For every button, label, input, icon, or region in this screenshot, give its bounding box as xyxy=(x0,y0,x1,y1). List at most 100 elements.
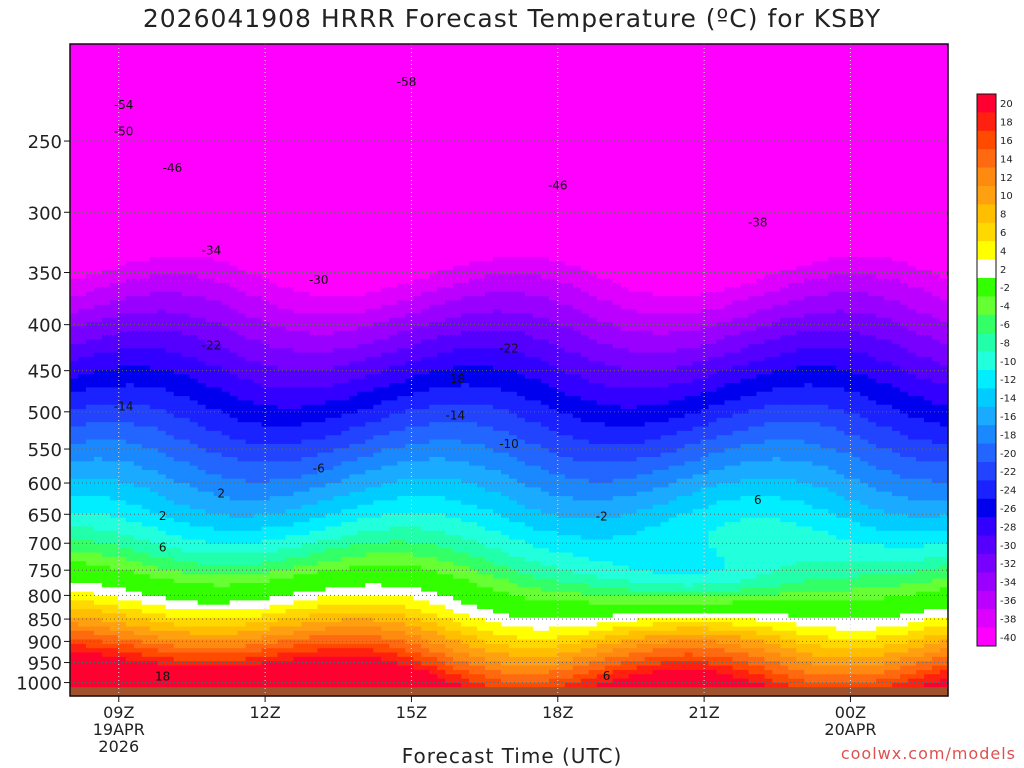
field-cell xyxy=(262,487,271,492)
field-cell xyxy=(293,114,302,119)
field-cell xyxy=(126,205,135,210)
field-cell xyxy=(286,587,295,592)
field-cell xyxy=(278,387,287,392)
field-cell xyxy=(286,422,295,427)
field-cell xyxy=(110,140,119,145)
field-cell xyxy=(110,79,119,84)
field-cell xyxy=(70,444,79,449)
field-cell xyxy=(198,200,207,205)
field-cell xyxy=(270,444,279,449)
field-cell xyxy=(278,605,287,610)
field-cell xyxy=(222,453,231,458)
field-cell xyxy=(150,114,159,119)
field-cell xyxy=(222,135,231,140)
field-cell xyxy=(182,313,191,318)
field-cell xyxy=(182,422,191,427)
field-cell xyxy=(278,309,287,314)
field-cell xyxy=(150,266,159,271)
field-cell xyxy=(78,53,87,58)
field-cell xyxy=(293,526,302,531)
field-cell xyxy=(246,200,255,205)
field-cell xyxy=(86,626,95,631)
field-cell xyxy=(102,461,111,466)
field-cell xyxy=(142,431,151,436)
field-cell xyxy=(78,227,87,232)
field-cell xyxy=(142,96,151,101)
field-cell xyxy=(278,457,287,462)
field-cell xyxy=(238,222,247,227)
field-cell xyxy=(150,553,159,558)
field-cell xyxy=(293,296,302,301)
field-cell xyxy=(206,509,215,514)
field-cell xyxy=(190,66,199,71)
field-cell xyxy=(70,392,79,397)
field-cell xyxy=(262,674,271,679)
field-cell xyxy=(150,222,159,227)
field-cell xyxy=(158,609,167,614)
field-cell xyxy=(293,635,302,640)
field-cell xyxy=(254,87,263,92)
field-cell xyxy=(70,101,79,106)
field-cell xyxy=(246,227,255,232)
field-cell xyxy=(118,183,127,188)
field-cell xyxy=(150,648,159,653)
field-cell xyxy=(166,240,175,245)
field-cell xyxy=(190,157,199,162)
field-cell xyxy=(301,670,310,675)
field-cell xyxy=(254,405,263,410)
field-cell xyxy=(293,327,302,332)
field-cell xyxy=(94,487,103,492)
field-cell xyxy=(262,292,271,297)
field-cell xyxy=(246,313,255,318)
field-cell xyxy=(214,83,223,88)
field-cell xyxy=(254,161,263,166)
field-cell xyxy=(126,83,135,88)
field-cell xyxy=(230,335,239,340)
field-cell xyxy=(118,509,127,514)
field-cell xyxy=(70,283,79,288)
field-cell xyxy=(134,596,143,601)
field-cell xyxy=(94,192,103,197)
field-cell xyxy=(325,579,334,584)
field-cell xyxy=(78,496,87,501)
field-cell xyxy=(293,79,302,84)
field-cell xyxy=(246,470,255,475)
field-cell xyxy=(190,635,199,640)
field-cell xyxy=(278,522,287,527)
field-cell xyxy=(78,166,87,171)
field-cell xyxy=(246,487,255,492)
field-cell xyxy=(110,457,119,462)
field-cell xyxy=(134,626,143,631)
field-cell xyxy=(222,579,231,584)
field-cell xyxy=(78,518,87,523)
field-cell xyxy=(78,157,87,162)
field-cell xyxy=(317,344,326,349)
field-cell xyxy=(198,118,207,123)
field-cell xyxy=(222,331,231,336)
field-cell xyxy=(254,174,263,179)
field-cell xyxy=(126,635,135,640)
field-cell xyxy=(110,631,119,636)
field-cell xyxy=(182,427,191,432)
field-cell xyxy=(158,148,167,153)
field-cell xyxy=(254,127,263,132)
field-cell xyxy=(86,457,95,462)
field-cell xyxy=(278,283,287,288)
field-cell xyxy=(94,209,103,214)
field-cell xyxy=(94,413,103,418)
field-cell xyxy=(78,305,87,310)
field-cell xyxy=(293,431,302,436)
field-cell xyxy=(230,222,239,227)
field-cell xyxy=(198,192,207,197)
field-cell xyxy=(293,387,302,392)
field-cell xyxy=(222,131,231,136)
field-cell xyxy=(94,431,103,436)
field-cell xyxy=(182,327,191,332)
field-cell xyxy=(182,318,191,323)
field-cell xyxy=(278,579,287,584)
field-cell xyxy=(126,383,135,388)
field-cell xyxy=(150,283,159,288)
field-cell xyxy=(246,374,255,379)
field-cell xyxy=(94,639,103,644)
field-cell xyxy=(301,144,310,149)
